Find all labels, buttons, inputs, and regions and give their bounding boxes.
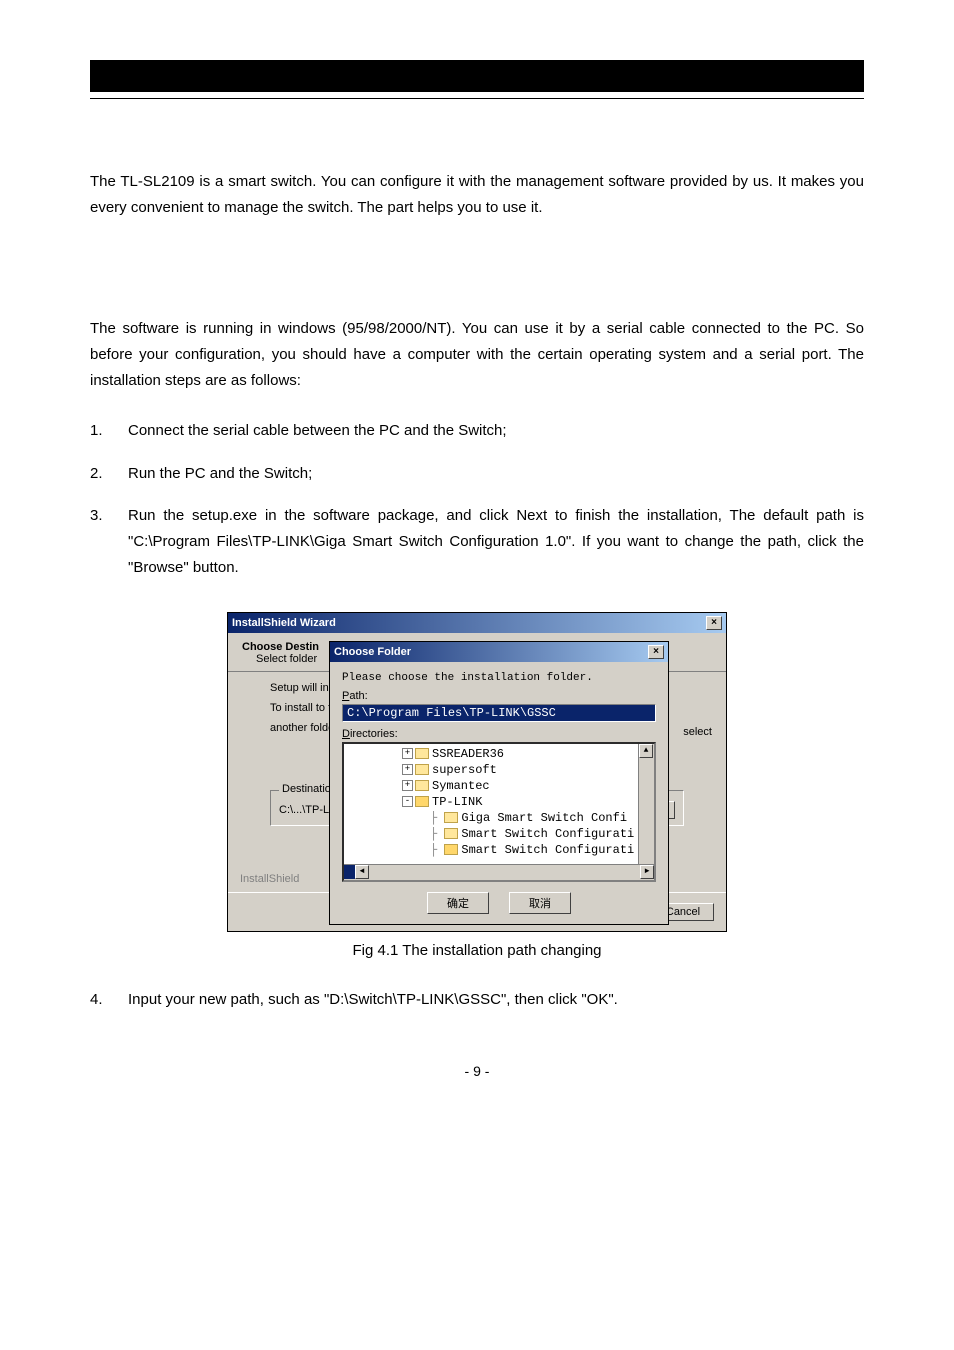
steps-list: 1.Connect the serial cable between the P… bbox=[90, 418, 864, 581]
step-text: Run the PC and the Switch; bbox=[128, 461, 864, 487]
choose-folder-dialog: Choose Folder × Please choose the instal… bbox=[329, 641, 669, 925]
scroll-right-icon[interactable]: ► bbox=[640, 865, 654, 879]
wizard-titlebar: InstallShield Wizard × bbox=[228, 613, 726, 633]
header-underline bbox=[90, 98, 864, 99]
step-text: Input your new path, such as "D:\Switch\… bbox=[128, 987, 864, 1013]
scrollbar-vertical[interactable]: ▲ bbox=[638, 744, 654, 864]
step-text: Connect the serial cable between the PC … bbox=[128, 418, 864, 444]
header-black-bar bbox=[90, 60, 864, 92]
scroll-left-icon[interactable]: ◄ bbox=[355, 865, 369, 879]
tree-item[interactable]: - TP-LINK bbox=[346, 794, 652, 810]
directories-label: Directories: bbox=[342, 728, 656, 740]
wizard-title: InstallShield Wizard bbox=[232, 617, 336, 629]
folder-icon bbox=[444, 844, 458, 855]
step-number: 4. bbox=[90, 987, 128, 1013]
folder-icon bbox=[415, 748, 429, 759]
close-icon[interactable]: × bbox=[648, 645, 664, 659]
page-number: - 9 - bbox=[90, 1063, 864, 1079]
expand-icon[interactable]: + bbox=[402, 780, 413, 791]
select-fragment: select bbox=[683, 726, 712, 738]
folder-icon bbox=[415, 796, 429, 807]
tree-item-label: Smart Switch Configurati bbox=[461, 843, 634, 857]
destination-path: C:\...\TP-L bbox=[279, 804, 329, 816]
choose-folder-titlebar: Choose Folder × bbox=[330, 642, 668, 662]
figure-caption: Fig 4.1 The installation path changing bbox=[90, 942, 864, 959]
folder-icon bbox=[415, 764, 429, 775]
expand-icon[interactable]: + bbox=[402, 748, 413, 759]
tree-item[interactable]: ├ Giga Smart Switch Confi bbox=[346, 810, 652, 826]
step-text: Run the setup.exe in the software packag… bbox=[128, 503, 864, 582]
scroll-up-icon[interactable]: ▲ bbox=[639, 744, 653, 758]
folder-icon bbox=[444, 828, 458, 839]
directory-tree[interactable]: +SSREADER36+supersoft+Symantec-TP-LINK├ … bbox=[342, 742, 656, 882]
scrollbar-horizontal[interactable]: ◄ ► bbox=[344, 864, 654, 880]
tree-item-label: Smart Switch Configurati bbox=[461, 827, 634, 841]
tree-item[interactable]: + supersoft bbox=[346, 762, 652, 778]
installshield-wizard-window: InstallShield Wizard × Choose Destin Sel… bbox=[227, 612, 727, 932]
installshield-brand: InstallShield bbox=[240, 873, 299, 885]
step-number: 1. bbox=[90, 418, 128, 444]
expand-icon[interactable]: + bbox=[402, 764, 413, 775]
expand-icon[interactable]: - bbox=[402, 796, 413, 807]
tree-item[interactable]: ├ Smart Switch Configurati bbox=[346, 842, 652, 858]
tree-item-label: TP-LINK bbox=[432, 795, 482, 809]
tree-item-label: Symantec bbox=[432, 779, 490, 793]
tree-item-label: SSREADER36 bbox=[432, 747, 504, 761]
choose-folder-prompt: Please choose the installation folder. bbox=[342, 672, 656, 684]
path-label: Path: bbox=[342, 690, 656, 702]
tree-item[interactable]: + Symantec bbox=[346, 778, 652, 794]
path-input[interactable] bbox=[342, 704, 656, 722]
tree-item[interactable]: + SSREADER36 bbox=[346, 746, 652, 762]
tree-item[interactable]: ├ Smart Switch Configurati bbox=[346, 826, 652, 842]
cancel-inner-button[interactable]: 取消 bbox=[509, 892, 571, 914]
intro-paragraph: The TL-SL2109 is a smart switch. You can… bbox=[90, 169, 864, 222]
tree-item-label: supersoft bbox=[432, 763, 497, 777]
folder-icon bbox=[415, 780, 429, 791]
ok-button[interactable]: 确定 bbox=[427, 892, 489, 914]
step-number: 2. bbox=[90, 461, 128, 487]
close-icon[interactable]: × bbox=[706, 616, 722, 630]
step4-list: 4.Input your new path, such as "D:\Switc… bbox=[90, 987, 864, 1013]
intro2-paragraph: The software is running in windows (95/9… bbox=[90, 316, 864, 395]
tree-item-label: Giga Smart Switch Confi bbox=[461, 811, 627, 825]
choose-folder-title: Choose Folder bbox=[334, 646, 411, 658]
folder-icon bbox=[444, 812, 458, 823]
step-number: 3. bbox=[90, 503, 128, 582]
